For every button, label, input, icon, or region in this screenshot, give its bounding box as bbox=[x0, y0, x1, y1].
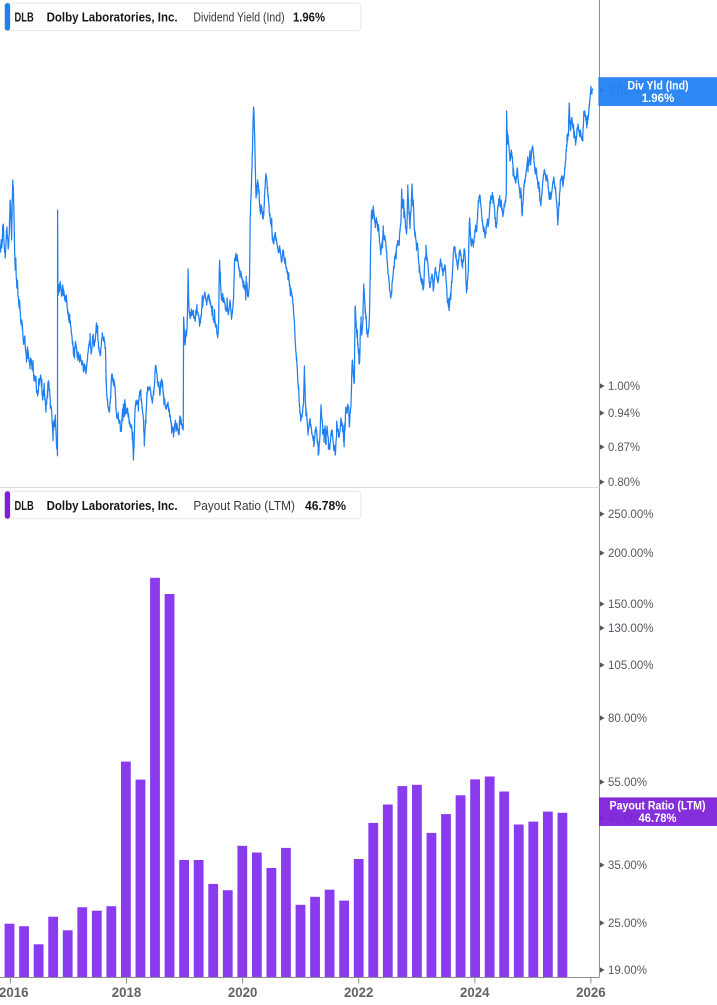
svg-text:46.78%: 46.78% bbox=[639, 811, 677, 825]
svg-text:46.78%: 46.78% bbox=[305, 498, 346, 513]
svg-text:2024: 2024 bbox=[460, 985, 490, 1000]
svg-text:1.96%: 1.96% bbox=[642, 91, 675, 105]
svg-text:Payout Ratio (LTM): Payout Ratio (LTM) bbox=[610, 799, 706, 813]
svg-text:Dolby Laboratories, Inc.: Dolby Laboratories, Inc. bbox=[47, 498, 178, 513]
svg-text:0.87%: 0.87% bbox=[608, 440, 640, 454]
svg-text:Dividend Yield (Ind): Dividend Yield (Ind) bbox=[193, 10, 284, 25]
svg-text:25.00%: 25.00% bbox=[608, 916, 647, 930]
svg-text:Div Yld (Ind): Div Yld (Ind) bbox=[628, 78, 689, 92]
svg-text:35.00%: 35.00% bbox=[608, 858, 647, 872]
svg-text:1.00%: 1.00% bbox=[608, 379, 640, 393]
svg-text:Payout Ratio (LTM): Payout Ratio (LTM) bbox=[193, 498, 295, 513]
svg-text:0.80%: 0.80% bbox=[608, 475, 640, 489]
svg-text:200.00%: 200.00% bbox=[608, 546, 654, 560]
svg-text:2020: 2020 bbox=[228, 985, 258, 1000]
svg-text:250.00%: 250.00% bbox=[608, 507, 654, 521]
svg-text:2026: 2026 bbox=[576, 985, 606, 1000]
svg-text:DLB: DLB bbox=[15, 498, 34, 513]
svg-text:0.94%: 0.94% bbox=[608, 406, 640, 420]
svg-text:2018: 2018 bbox=[112, 985, 142, 1000]
svg-text:19.00%: 19.00% bbox=[608, 963, 647, 977]
svg-text:80.00%: 80.00% bbox=[608, 711, 647, 725]
svg-text:2022: 2022 bbox=[344, 985, 374, 1000]
svg-text:2016: 2016 bbox=[0, 985, 29, 1000]
svg-text:130.00%: 130.00% bbox=[608, 621, 654, 635]
svg-text:105.00%: 105.00% bbox=[608, 658, 654, 672]
svg-text:DLB: DLB bbox=[15, 10, 34, 25]
svg-text:150.00%: 150.00% bbox=[608, 597, 654, 611]
svg-text:1.96%: 1.96% bbox=[293, 10, 325, 25]
svg-text:Dolby Laboratories, Inc.: Dolby Laboratories, Inc. bbox=[47, 10, 178, 25]
svg-text:55.00%: 55.00% bbox=[608, 775, 647, 789]
